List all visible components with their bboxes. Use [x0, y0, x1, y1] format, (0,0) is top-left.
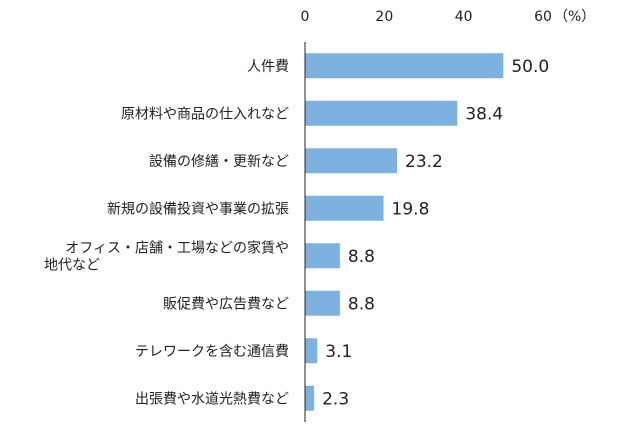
- value-label: 8.8: [348, 294, 375, 314]
- bar: [305, 290, 340, 316]
- value-label: 23.2: [405, 152, 443, 172]
- value-label: 2.3: [322, 389, 349, 409]
- x-tick-label: 20: [375, 9, 393, 25]
- bar: [305, 53, 504, 79]
- value-label: 50.0: [511, 57, 549, 77]
- category-label: オフィス・店舗・工場などの家賃や: [65, 239, 289, 256]
- category-label: 設備の修繕・更新など: [149, 154, 289, 170]
- bar: [305, 338, 318, 364]
- category-labels: 人件費原材料や商品の仕入れなど設備の修繕・更新など新規の設備投資や事業の拡張オフ…: [44, 59, 289, 408]
- category-label: 原材料や商品の仕入れなど: [121, 106, 289, 122]
- bars: [305, 53, 504, 411]
- category-label: 新規の設備投資や事業の拡張: [107, 201, 289, 217]
- bar: [305, 243, 340, 269]
- bar: [305, 385, 315, 411]
- category-label: テレワークを含む通信費: [135, 344, 289, 360]
- value-labels: 50.0 38.4 23.2 19.8 8.8 8.8 3.1 2.3: [322, 57, 549, 410]
- value-label: 19.8: [392, 199, 430, 219]
- category-label: 人件費: [247, 59, 289, 75]
- bar: [305, 195, 384, 221]
- x-tick-label: 60: [534, 9, 552, 25]
- unit-label: （%）: [554, 9, 595, 25]
- value-label: 3.1: [325, 342, 352, 362]
- x-tick-label: 0: [301, 9, 310, 25]
- category-label: 販促費や広告費など: [163, 296, 289, 312]
- value-label: 8.8: [348, 247, 375, 267]
- x-axis-ticks: 0 20 40 60: [301, 9, 552, 25]
- bar: [305, 100, 458, 126]
- x-tick-label: 40: [455, 9, 473, 25]
- category-label: 出張費や水道光熱費など: [135, 391, 289, 407]
- value-label: 38.4: [465, 104, 503, 124]
- category-label: 地代など: [44, 257, 100, 273]
- bar: [305, 148, 398, 174]
